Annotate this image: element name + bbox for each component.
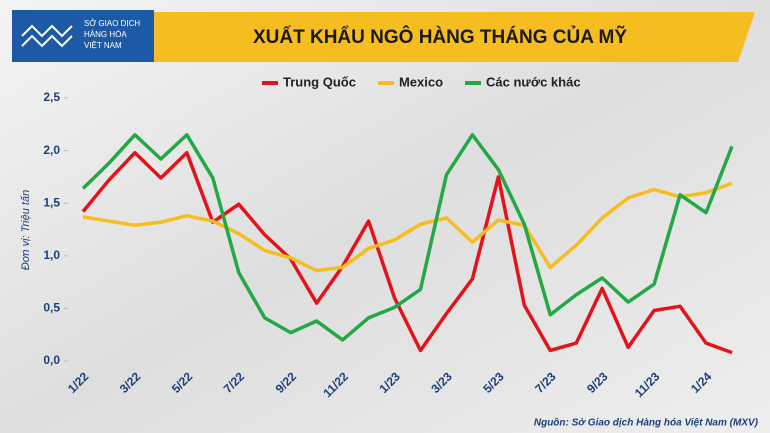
series-line	[81, 133, 734, 342]
legend-label: Mexico	[399, 74, 443, 89]
y-tick-label: 1,5	[43, 195, 60, 209]
logo-text: SỞ GIAO DỊCH	[84, 19, 140, 28]
legend-label: Trung Quốc	[283, 74, 356, 89]
y-axis-label: Đơn vị: Triệu tấn	[20, 190, 32, 270]
y-tick-label: 1,0	[43, 248, 60, 262]
logo-text: VIỆT NAM	[84, 41, 122, 50]
y-tick-label: 0,0	[43, 353, 60, 367]
logo-text: HÀNG HÓA	[84, 30, 127, 39]
chart-title: XUẤT KHẨU NGÔ HÀNG THÁNG CỦA MỸ	[253, 26, 627, 48]
series-line	[81, 150, 733, 355]
y-tick-label: 2,5	[43, 90, 60, 104]
y-tick-label: 0,5	[43, 301, 60, 315]
y-tick-label: 2,0	[43, 143, 60, 157]
title-banner	[140, 12, 755, 62]
logo-mark	[21, 24, 73, 48]
source-note: Nguồn: Sở Giao dịch Hàng hóa Việt Nam (M…	[534, 417, 759, 429]
legend-label: Các nước khác	[486, 74, 581, 89]
logo-box	[12, 10, 154, 62]
series-line	[82, 181, 733, 273]
